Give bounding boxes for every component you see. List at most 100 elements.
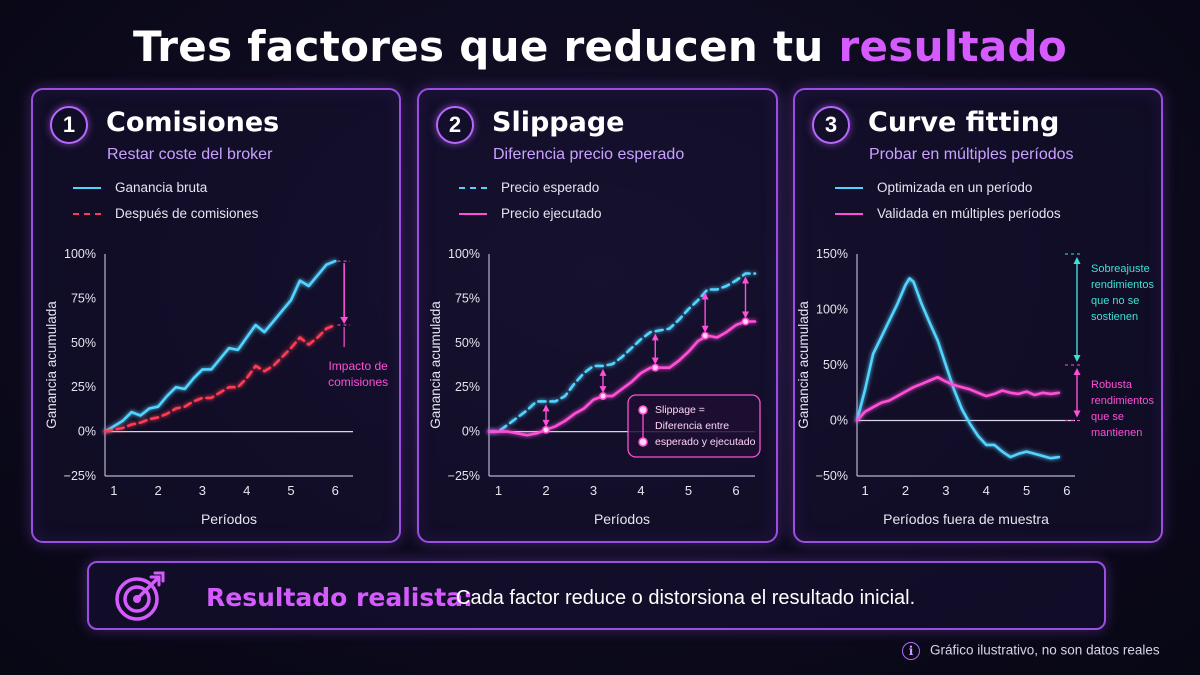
slippage-arrowhead-bottom — [742, 311, 749, 319]
x-tick-label: 1 — [861, 483, 868, 498]
legend-item: Precio esperado — [459, 180, 599, 195]
slippage-arrowhead-bottom — [651, 357, 659, 365]
x-tick-label: 1 — [110, 483, 117, 498]
info-icon: i — [902, 642, 920, 660]
panel-slippage: 2 Slippage Diferencia precio esperado Pr… — [417, 88, 778, 543]
slippage-callout-box — [627, 394, 761, 458]
legend-label: Precio esperado — [501, 180, 600, 195]
annotation-arrowhead — [1073, 355, 1081, 362]
callout-point-icon — [638, 405, 648, 415]
x-tick-label: 3 — [590, 483, 597, 498]
y-tick-label: 0% — [78, 425, 96, 439]
y-tick-label: 100% — [64, 247, 96, 261]
x-axis-label: Períodos fuera de muestra — [883, 511, 1049, 527]
step-number-badge: 3 — [812, 106, 850, 144]
y-tick-label: 25% — [455, 380, 480, 394]
legend-swatch — [835, 213, 863, 216]
x-tick-label: 4 — [637, 483, 644, 498]
annotation-label: sostienen — [1091, 311, 1138, 323]
slippage-arrowhead-top — [701, 292, 709, 300]
page-title: Tres factores que reducen tu resultado — [0, 22, 1200, 71]
panel-subtitle: Diferencia precio esperado — [493, 146, 685, 163]
legend-swatch — [459, 213, 487, 216]
series-line-1 — [103, 259, 337, 433]
slippage-arrowhead-bottom — [599, 386, 607, 394]
panel-title: Comisiones — [106, 107, 280, 138]
y-tick-label: 50% — [71, 336, 96, 350]
x-tick-label: 1 — [495, 483, 502, 498]
y-tick-label: 75% — [71, 291, 96, 305]
slippage-arrowhead-top — [599, 368, 607, 376]
result-text: Cada factor reduce o distorsiona el resu… — [456, 587, 916, 609]
panel-title: Curve fitting — [868, 107, 1060, 138]
legend-item: Optimizada en un período — [835, 180, 1032, 195]
x-tick-label: 2 — [155, 483, 162, 498]
x-tick-label: 6 — [332, 483, 339, 498]
y-tick-label: 150% — [816, 247, 848, 261]
annotation-label: Sobreajuste — [1091, 263, 1150, 275]
annotation-label: que no se — [1091, 295, 1139, 307]
callout-text: Diferencia entre — [655, 420, 729, 432]
slippage-point — [542, 425, 550, 434]
x-tick-label: 5 — [1023, 483, 1030, 498]
legend-label: Precio ejecutado — [501, 206, 602, 221]
legend-label: Después de comisiones — [115, 206, 259, 221]
x-tick-label: 6 — [1063, 483, 1070, 498]
title-main: Tres factores que reducen tu — [132, 22, 839, 71]
annotation-arrowhead — [1073, 410, 1081, 418]
title-accent: resultado — [838, 22, 1068, 71]
x-tick-label: 3 — [942, 483, 949, 498]
disclaimer-note: i Gráfico ilustrativo, no son datos reale… — [902, 642, 1160, 660]
chart-comisiones: 100% 75% 50% 25% 0% −25% 1 2 3 4 5 6 Períodos Gananci… — [44, 247, 388, 527]
legend-item: Ganancia bruta — [73, 180, 207, 195]
y-tick-label: −25% — [448, 469, 480, 483]
legend-label: Ganancia bruta — [115, 180, 208, 195]
series-line-2 — [487, 320, 757, 437]
annotation-label: comisiones — [328, 375, 388, 389]
disclaimer-text: Gráfico ilustrativo, no son datos reales — [930, 642, 1160, 658]
result-banner: Resultado realista: Cada factor reduce o… — [87, 561, 1106, 630]
x-tick-label: 3 — [199, 483, 206, 498]
chart-slippage: 100% 75% 50% 25% 0% −25% 1 2 3 4 5 6 Períodos Gananci… — [428, 247, 761, 527]
callout-text: esperado y ejecutado — [655, 436, 756, 448]
annotation-arrowhead — [340, 317, 349, 325]
legend-item: Después de comisiones — [73, 206, 258, 221]
chart-curve-fitting: 150% 100% 50% 0% −50% 1 2 3 4 5 6 Períodos fuera de… — [796, 247, 1154, 527]
callout-point-icon — [638, 437, 648, 447]
x-tick-label: 6 — [732, 483, 739, 498]
legend-item: Precio ejecutado — [459, 206, 602, 221]
y-axis-label: Ganancia acumulada — [44, 301, 59, 429]
panel-subtitle: Probar en múltiples períodos — [869, 146, 1074, 163]
series-line-1 — [855, 277, 1061, 460]
target-icon — [115, 571, 165, 621]
legend-swatch — [835, 187, 863, 190]
panel-subtitle: Restar coste del broker — [107, 146, 273, 163]
y-axis-label: Ganancia acumulada — [796, 301, 811, 429]
series-line-1 — [487, 272, 757, 433]
y-tick-label: 100% — [816, 303, 848, 317]
y-tick-label: 100% — [448, 247, 480, 261]
y-tick-label: −50% — [816, 469, 848, 483]
x-tick-label: 4 — [983, 483, 990, 498]
annotation-label: rendimientos — [1091, 279, 1154, 291]
legend-item: Validada en múltiples períodos — [835, 206, 1061, 221]
panel-comisiones: 1 Comisiones Restar coste del broker Gan… — [31, 88, 401, 543]
slippage-arrowhead-bottom — [701, 325, 709, 333]
x-tick-label: 4 — [243, 483, 250, 498]
legend-label: Optimizada en un período — [877, 180, 1033, 195]
step-number-badge: 2 — [436, 106, 474, 144]
slippage-arrowhead-top — [651, 333, 659, 341]
slippage-point — [599, 392, 607, 401]
y-tick-label: −25% — [64, 469, 96, 483]
annotation-label: mantienen — [1091, 427, 1142, 439]
step-number-badge: 1 — [50, 106, 88, 144]
y-tick-label: 25% — [71, 380, 96, 394]
x-tick-label: 2 — [902, 483, 909, 498]
result-label: Resultado realista: — [206, 583, 474, 612]
legend-label: Validada en múltiples períodos — [877, 206, 1061, 221]
slippage-point — [741, 317, 750, 326]
slippage-point — [701, 331, 710, 340]
annotation-label: que se — [1091, 411, 1124, 423]
callout-text: Slippage = — [655, 404, 705, 416]
x-tick-label: 5 — [685, 483, 692, 498]
